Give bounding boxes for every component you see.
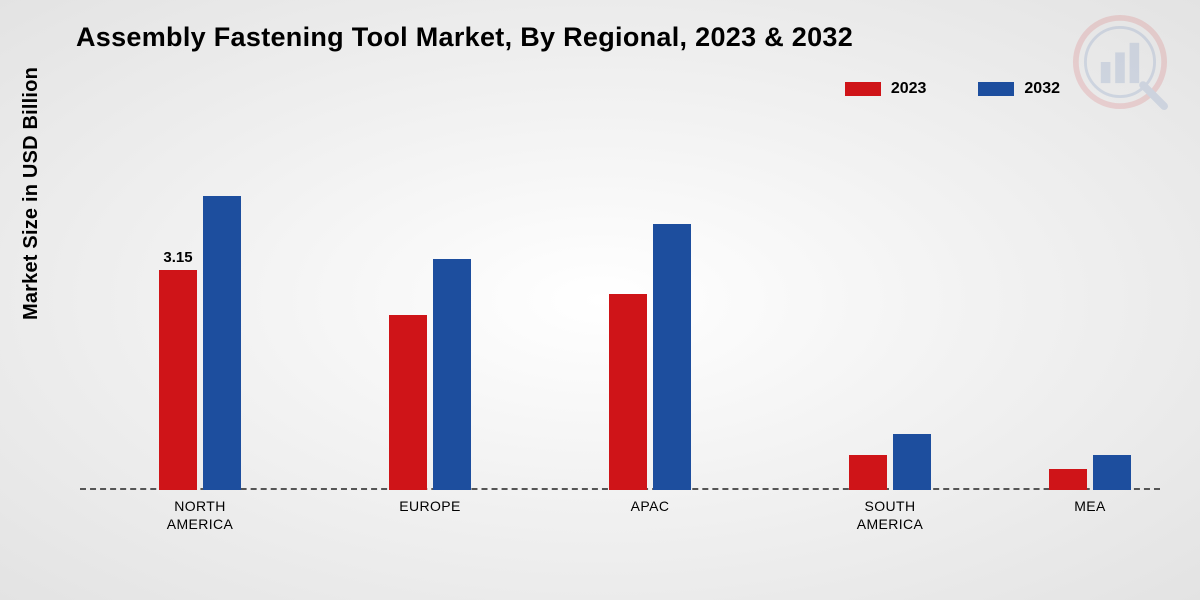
watermark-icon [1072,14,1168,115]
legend-swatch-2032 [978,82,1014,96]
bar-group [389,259,471,490]
bar-group [609,224,691,490]
x-axis-tick-label: NORTHAMERICA [167,498,234,533]
legend-label-2023: 2023 [891,80,927,98]
bar-2032 [433,259,471,490]
chart-title: Assembly Fastening Tool Market, By Regio… [76,22,853,53]
plot-area: 3.15 [80,140,1160,490]
bar-2023 [849,455,887,490]
bar-group [1049,455,1131,490]
bar-group [159,196,241,490]
x-axis-labels: NORTHAMERICA EUROPE APAC SOUTHAMERICA MEA [80,498,1160,558]
x-axis-tick-label: APAC [631,498,670,516]
y-axis-label: Market Size in USD Billion [20,67,43,320]
bar-2023 [389,315,427,490]
x-axis-tick-label: EUROPE [399,498,461,516]
bar-2023 [1049,469,1087,490]
x-axis-tick-label: MEA [1074,498,1106,516]
bar-2032 [1093,455,1131,490]
bar-2032 [203,196,241,490]
legend-item-2032: 2032 [978,80,1060,98]
legend-item-2023: 2023 [845,80,927,98]
legend-swatch-2023 [845,82,881,96]
bar-2032 [653,224,691,490]
bar-group [849,434,931,490]
legend: 2023 2032 [845,80,1060,98]
value-label: 3.15 [163,249,192,266]
bar-2023 [609,294,647,490]
x-axis-tick-label: SOUTHAMERICA [857,498,924,533]
bar-2023 [159,270,197,491]
bar-2032 [893,434,931,490]
legend-label-2032: 2032 [1024,80,1060,98]
